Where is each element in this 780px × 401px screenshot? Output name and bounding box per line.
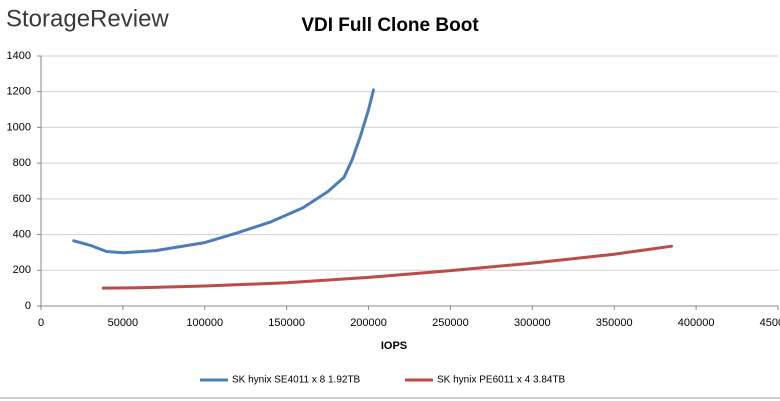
x-tick-label: 450000 xyxy=(760,317,780,329)
x-tick-label: 250000 xyxy=(432,317,469,329)
data-line xyxy=(101,244,674,290)
x-tick-label: 150000 xyxy=(268,317,305,329)
x-tick-label: 400000 xyxy=(678,317,715,329)
x-tick-label: 0 xyxy=(38,317,44,329)
y-tick-label: 600 xyxy=(13,193,31,205)
legend-label: SK hynix PE6011 x 4 3.84TB xyxy=(437,375,566,386)
x-tick-label: 200000 xyxy=(350,317,387,329)
y-tick-label: 1400 xyxy=(7,50,31,62)
y-tick-label: 200 xyxy=(13,264,31,276)
data-line xyxy=(72,88,375,255)
x-tick-label: 300000 xyxy=(514,317,551,329)
y-tick-label: 1000 xyxy=(7,121,31,133)
x-tick-label: 50000 xyxy=(108,317,139,329)
y-tick-label: 0 xyxy=(25,300,31,312)
y-tick-label: 800 xyxy=(13,157,31,169)
legend-label: SK hynix SE4011 x 8 1.92TB xyxy=(232,375,361,386)
y-tick-label: 400 xyxy=(13,228,31,240)
x-tick-label: 100000 xyxy=(186,317,223,329)
chart-title: VDI Full Clone Boot xyxy=(301,15,479,36)
watermark: StorageReview xyxy=(6,5,169,32)
x-axis-label: IOPS xyxy=(381,340,407,352)
x-tick-label: 350000 xyxy=(596,317,633,329)
y-tick-label: 1200 xyxy=(7,86,31,98)
